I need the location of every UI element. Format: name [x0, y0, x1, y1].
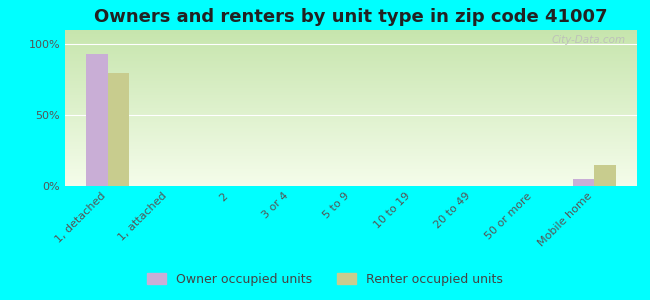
Bar [594, 165, 616, 186]
Legend: Owner occupied units, Renter occupied units: Owner occupied units, Renter occupied un… [142, 268, 508, 291]
Bar [573, 179, 594, 186]
Bar [86, 54, 108, 186]
Title: Owners and renters by unit type in zip code 41007: Owners and renters by unit type in zip c… [94, 8, 608, 26]
Bar [108, 73, 129, 186]
Text: City-Data.com: City-Data.com [551, 35, 625, 45]
